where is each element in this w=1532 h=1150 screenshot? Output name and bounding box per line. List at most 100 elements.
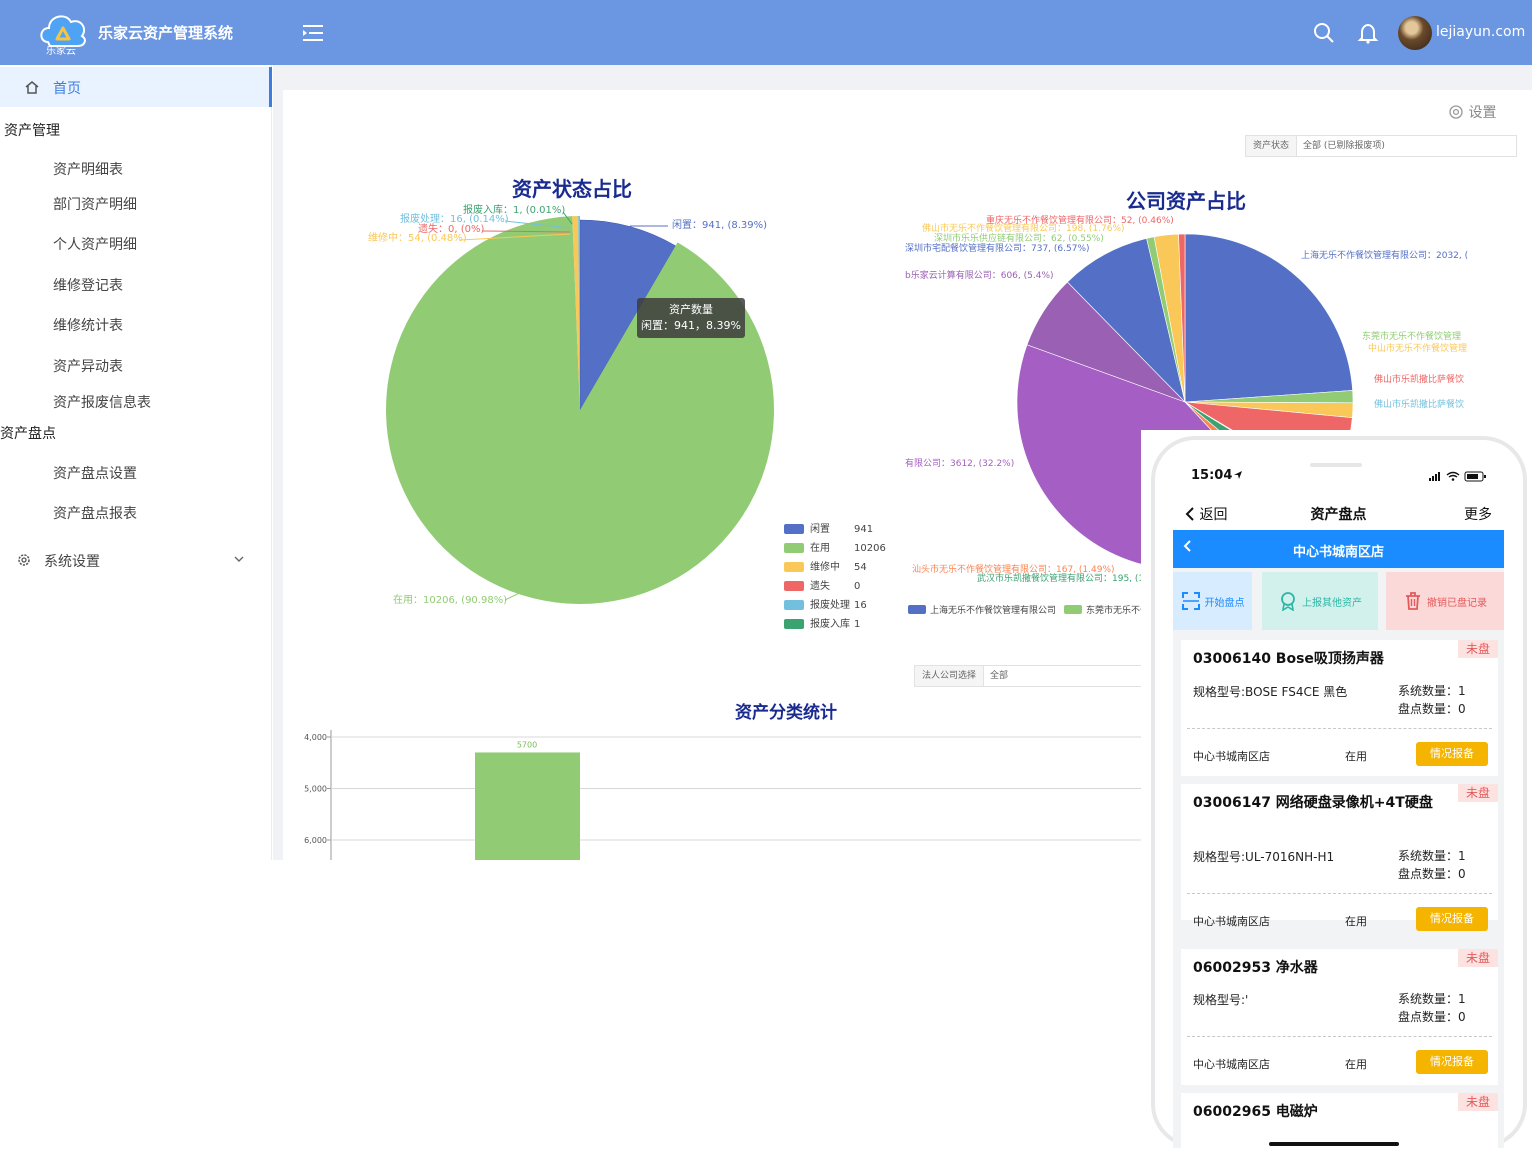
status-badge: 未盘 xyxy=(1458,640,1498,658)
category-chart-title: 资产分类统计 xyxy=(735,703,837,723)
asset-title: 06002953 净水器 xyxy=(1193,960,1318,976)
signal-wifi-battery-icon xyxy=(1429,471,1486,482)
search-icon[interactable] xyxy=(1312,21,1336,45)
legend-item[interactable]: 在用 10206 xyxy=(784,539,886,554)
settings-label: 设置 xyxy=(1468,105,1497,121)
legend-label: 报废入库 xyxy=(810,619,850,630)
sidebar-item-personal-assets[interactable]: 个人资产明细 xyxy=(53,237,137,253)
store-name: 中心书城南区店 xyxy=(1292,545,1384,560)
asset-spec: 规格型号:' xyxy=(1193,993,1249,1007)
asset-card[interactable]: 未盘 03006147 网络硬盘录像机+4T硬盘 规格型号:UL-7016NH-… xyxy=(1181,784,1498,931)
avatar[interactable] xyxy=(1398,16,1432,50)
asset-card[interactable]: 未盘 03006140 Bose吸顶扬声器 规格型号:BOSE FS4CE 黑色… xyxy=(1181,640,1498,776)
legend-swatch xyxy=(784,600,804,610)
legend-item[interactable]: 遗失 0 xyxy=(784,577,860,592)
report-button[interactable]: 情况报备 xyxy=(1416,742,1488,766)
sidebar-item-label: 首页 xyxy=(53,81,81,97)
status-time: 15:04 xyxy=(1191,468,1233,483)
sidebar-item-inventory-settings[interactable]: 资产盘点设置 xyxy=(53,466,137,482)
sidebar-item-repair-register[interactable]: 维修登记表 xyxy=(53,278,123,294)
sidebar-group-inventory[interactable]: 资产盘点 xyxy=(0,426,56,442)
tooltip-title: 资产数量 xyxy=(669,303,713,316)
undo-records-button[interactable]: 撤销已盘记录 xyxy=(1386,572,1504,630)
status-filter-select[interactable]: 全部 (已剔除报废项) xyxy=(1303,141,1385,151)
nav-more-button[interactable]: 更多 xyxy=(1464,507,1492,523)
store-bar: 中心书城南区店 xyxy=(1173,530,1504,568)
bell-icon[interactable] xyxy=(1356,21,1380,45)
menu-fold-icon[interactable] xyxy=(300,22,326,44)
logo-caption: 乐家云 xyxy=(46,46,76,57)
sidebar-item-system-settings[interactable]: 系统设置 xyxy=(0,545,272,575)
sidebar: 首页 资产管理 资产明细表 部门资产明细 个人资产明细 维修登记表 维修统计表 … xyxy=(0,65,272,860)
scan-icon xyxy=(1181,592,1200,610)
start-inventory-button[interactable]: 开始盘点 xyxy=(1173,572,1252,630)
report-button[interactable]: 情况报备 xyxy=(1416,907,1488,931)
legend-swatch xyxy=(784,524,804,534)
sidebar-item-repair-stats[interactable]: 维修统计表 xyxy=(53,318,123,334)
divider xyxy=(1187,893,1492,894)
system-quantity: 系统数量：1 xyxy=(1398,684,1466,698)
asset-card[interactable]: 未盘 06002965 电磁炉 xyxy=(1181,1093,1498,1148)
asset-title: 03006140 Bose吸顶扬声器 xyxy=(1193,651,1384,667)
company-filter-select[interactable]: 全部 xyxy=(990,671,1009,681)
asset-store: 中心书城南区店 xyxy=(1193,915,1270,928)
sidebar-group-asset-management[interactable]: 资产管理 xyxy=(4,123,60,139)
asset-quantities: 系统数量：1 盘点数量：0 xyxy=(1398,682,1466,718)
status-badge: 未盘 xyxy=(1458,784,1498,802)
mobile-preview: 15:04 返回 资产盘点 更多 中心书城南区店 开始盘点 xyxy=(1141,430,1532,1150)
sidebar-item-home[interactable]: 首页 xyxy=(0,67,272,107)
legend-label: 报废处理 xyxy=(810,600,850,611)
legend-value: 16 xyxy=(854,600,867,611)
sidebar-item-asset-changes[interactable]: 资产异动表 xyxy=(53,359,123,375)
nav-back-label: 返回 xyxy=(1199,507,1228,523)
sidebar-item-asset-detail[interactable]: 资产明细表 xyxy=(53,162,123,178)
undo-records-label: 撤销已盘记录 xyxy=(1427,597,1487,609)
legend-value: 54 xyxy=(854,562,867,573)
gear-icon xyxy=(1449,105,1463,119)
legend-item[interactable]: 报废入库 1 xyxy=(784,615,860,630)
report-other-assets-button[interactable]: 上报其他资产 xyxy=(1262,572,1378,630)
company-chart-title: 公司资产占比 xyxy=(1126,189,1246,213)
counted-quantity: 盘点数量：0 xyxy=(1398,702,1466,716)
legend-value: 941 xyxy=(854,524,874,535)
status-filter[interactable]: 资产状态 全部 (已剔除报废项) xyxy=(1245,135,1517,157)
settings-button[interactable]: 设置 xyxy=(1448,102,1496,122)
counted-quantity: 盘点数量：0 xyxy=(1398,867,1466,881)
legend-label: 遗失 xyxy=(810,581,830,592)
legend-swatch xyxy=(784,543,804,553)
legend-value: 0 xyxy=(854,581,861,592)
legend-label: 闲置 xyxy=(810,524,830,535)
nav-back-button[interactable]: 返回 xyxy=(1185,504,1227,524)
asset-store: 中心书城南区店 xyxy=(1193,1058,1270,1071)
asset-title: 06002965 电磁炉 xyxy=(1193,1104,1318,1120)
username[interactable]: lejiayun.com xyxy=(1436,24,1526,40)
legend-item[interactable]: 维修中 54 xyxy=(784,558,867,573)
legend-label: 维修中 xyxy=(810,562,840,573)
legend-swatch xyxy=(784,581,804,591)
status-badge: 未盘 xyxy=(1458,949,1498,967)
status-badge: 未盘 xyxy=(1458,1093,1498,1111)
nav-title: 资产盘点 xyxy=(1310,507,1367,523)
system-quantity: 系统数量：1 xyxy=(1398,849,1466,863)
asset-status: 在用 xyxy=(1345,915,1367,928)
location-arrow-icon xyxy=(1234,471,1242,479)
asset-card[interactable]: 未盘 06002953 净水器 规格型号:' 系统数量：1 盘点数量：0 中心书… xyxy=(1181,949,1498,1085)
legend-swatch xyxy=(784,562,804,572)
asset-store: 中心书城南区店 xyxy=(1193,750,1270,763)
sidebar-item-dept-assets[interactable]: 部门资产明细 xyxy=(53,197,137,213)
sidebar-item-inventory-report[interactable]: 资产盘点报表 xyxy=(53,506,137,522)
chevron-down-icon xyxy=(234,556,244,562)
chevron-left-icon[interactable] xyxy=(1183,539,1193,553)
legend-item[interactable]: 报废处理 16 xyxy=(784,596,867,611)
phone-navbar: 返回 资产盘点 更多 xyxy=(1173,496,1504,530)
sidebar-item-scrap-info[interactable]: 资产报废信息表 xyxy=(53,395,151,411)
divider xyxy=(1187,728,1492,729)
legend-label: 在用 xyxy=(810,543,830,554)
report-button[interactable]: 情况报备 xyxy=(1416,1050,1488,1074)
legend-item[interactable]: 闲置 941 xyxy=(784,520,873,535)
chart-tooltip: 资产数量 闲置：941，8.39% xyxy=(637,298,745,338)
tooltip-value: 闲置：941，8.39% xyxy=(641,319,741,332)
company-filter[interactable]: 法人公司选择 全部 xyxy=(914,665,1142,687)
phone-screen: 15:04 返回 资产盘点 更多 中心书城南区店 开始盘点 xyxy=(1173,460,1504,1148)
asset-quantities: 系统数量：1 盘点数量：0 xyxy=(1398,990,1466,1026)
